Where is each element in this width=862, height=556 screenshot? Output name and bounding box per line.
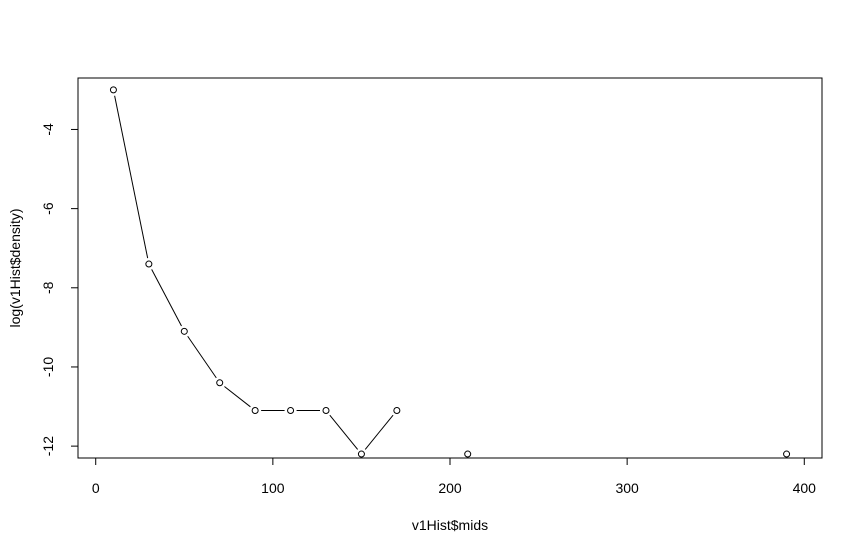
plot-frame — [77, 77, 823, 459]
data-point — [783, 450, 791, 458]
data-point — [322, 407, 330, 414]
data-point — [251, 407, 259, 414]
data-point — [393, 407, 401, 414]
data-point — [464, 450, 472, 458]
x-tick-label: 100 — [261, 480, 285, 496]
y-tick-label: -4 — [40, 123, 56, 136]
x-tick-label: 200 — [438, 480, 462, 496]
data-point — [109, 86, 117, 94]
y-tick-label: -8 — [40, 281, 56, 294]
series-line-segment — [364, 414, 394, 450]
x-axis: 0 100 200 300 400 — [92, 457, 817, 496]
y-axis: -4 -6 -8 -10 -12 — [40, 123, 79, 456]
y-tick-label: -10 — [40, 357, 56, 377]
x-axis-label: v1Hist$mids — [412, 517, 488, 533]
data-point — [145, 260, 153, 268]
series-lines — [114, 95, 394, 450]
x-tick-label: 400 — [793, 480, 817, 496]
data-point — [357, 450, 365, 458]
y-tick-label: -12 — [40, 436, 56, 456]
series-line-segment — [151, 269, 182, 327]
y-tick-label: -6 — [40, 202, 56, 215]
series-line-segment — [224, 386, 251, 408]
data-point — [180, 327, 188, 335]
y-axis-label: log(v1Hist$density) — [7, 208, 23, 327]
x-tick-label: 300 — [615, 480, 639, 496]
series-points — [109, 86, 791, 458]
series-line-segment — [187, 335, 217, 379]
series-line-segment — [329, 414, 359, 450]
series-line-segment — [114, 95, 149, 259]
x-tick-label: 0 — [92, 480, 100, 496]
data-point — [287, 407, 295, 414]
data-point — [216, 379, 224, 387]
